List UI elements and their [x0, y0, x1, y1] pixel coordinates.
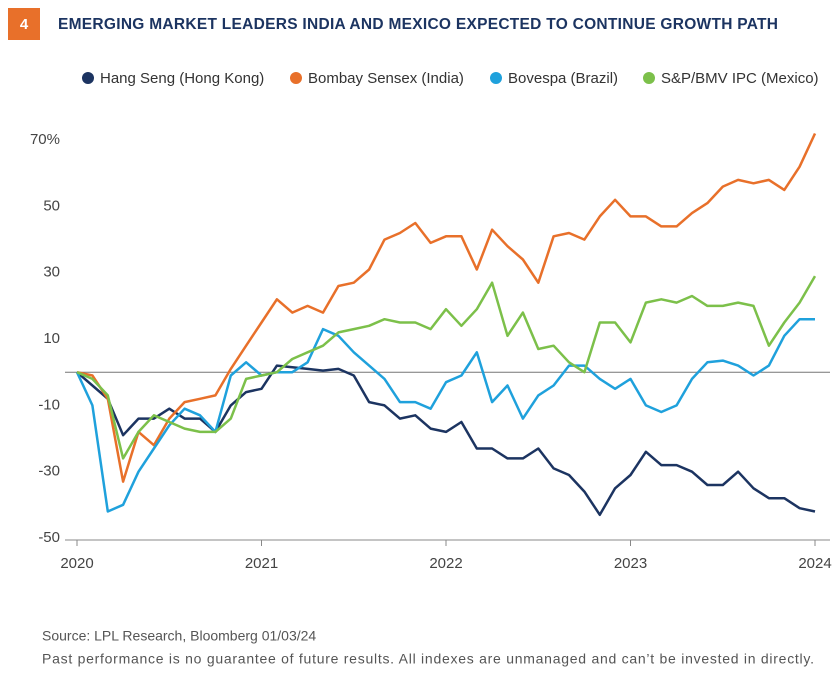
x-tick-label: 2021: [245, 555, 278, 572]
x-tick-label: 2022: [429, 555, 462, 572]
y-tick-label: 50: [43, 197, 60, 214]
legend-label: S&P/BMV IPC (Mexico): [661, 70, 819, 87]
series-line: [75, 317, 815, 513]
figure-number: 4: [20, 16, 29, 33]
legend-label: Bombay Sensex (India): [308, 70, 464, 87]
chart-title: EMERGING MARKET LEADERS INDIA AND MEXICO…: [58, 16, 778, 33]
legend-swatch: [82, 72, 94, 84]
y-tick-label: -50: [38, 529, 60, 546]
legend-swatch: [490, 72, 502, 84]
x-tick-label: 2023: [614, 555, 647, 572]
y-tick-label: 70%: [30, 131, 60, 148]
y-tick-label: -10: [38, 396, 60, 413]
legend-swatch: [290, 72, 302, 84]
series-line: [76, 132, 817, 483]
figure-badge: [8, 8, 40, 40]
y-tick-label: -30: [38, 463, 60, 480]
series-line: [76, 275, 817, 460]
legend-swatch: [643, 72, 655, 84]
y-tick-label: 10: [43, 330, 60, 347]
series-line: [76, 364, 816, 517]
disclaimer: Past performance is no guarantee of futu…: [42, 651, 814, 667]
x-tick-label: 2020: [60, 555, 93, 572]
source: Source: LPL Research, Bloomberg 01/03/24: [42, 628, 316, 644]
legend-label: Bovespa (Brazil): [508, 70, 618, 87]
legend-label: Hang Seng (Hong Kong): [100, 70, 264, 87]
x-tick-label: 2024: [798, 555, 831, 572]
y-tick-label: 30: [43, 264, 60, 281]
